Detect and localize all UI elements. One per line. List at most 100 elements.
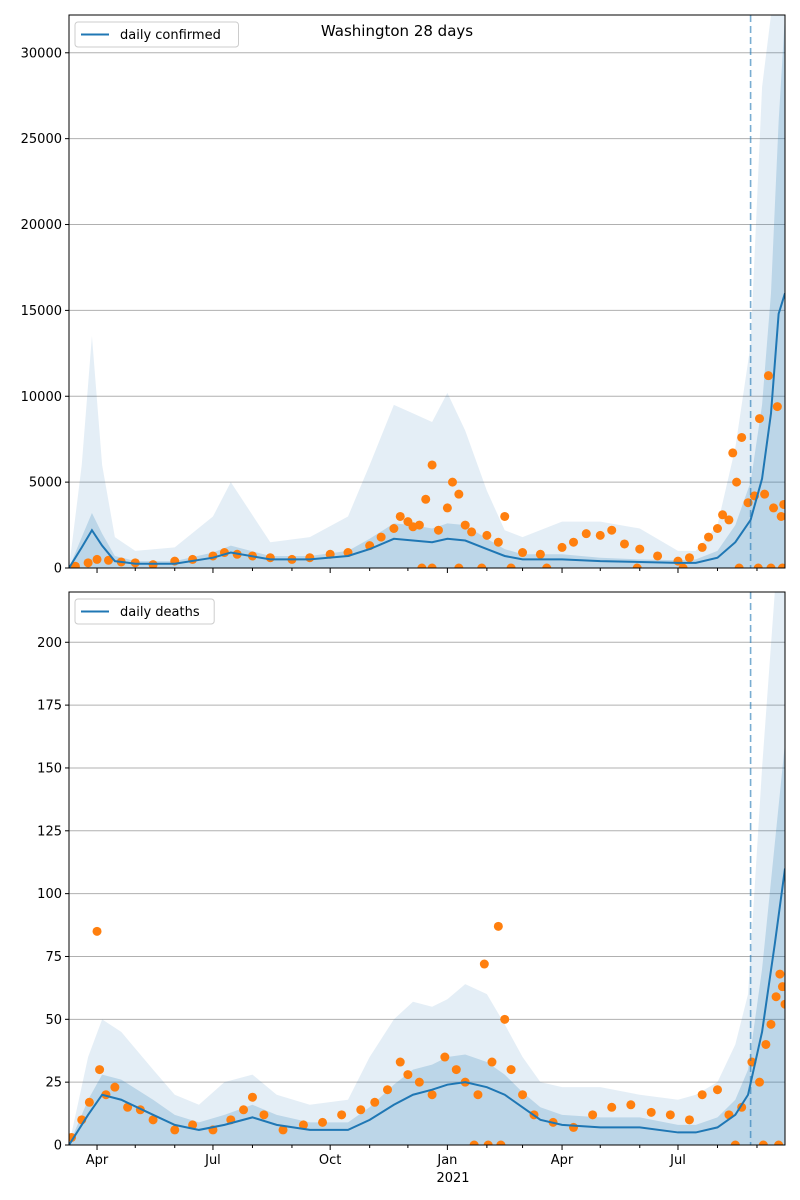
observed-point xyxy=(518,548,528,558)
y-tick-label: 15000 xyxy=(21,304,62,319)
observed-point xyxy=(535,549,545,559)
x-tick-label: Oct xyxy=(319,1153,341,1168)
observed-point xyxy=(477,563,487,568)
plot-area xyxy=(69,592,785,1145)
observed-point xyxy=(440,1052,450,1062)
legend: daily confirmed xyxy=(74,21,239,48)
observed-point xyxy=(265,553,275,563)
observed-point xyxy=(772,402,782,412)
plot-frame xyxy=(68,591,786,1146)
observed-point xyxy=(761,1039,771,1049)
observed-point xyxy=(755,1077,765,1087)
observed-point xyxy=(766,1019,776,1029)
observed-point xyxy=(454,489,464,499)
observed-point xyxy=(70,561,80,568)
observed-point xyxy=(779,499,785,509)
observed-point xyxy=(421,494,431,504)
observed-point xyxy=(447,477,457,487)
observed-point xyxy=(389,524,399,533)
observed-point xyxy=(95,1065,105,1075)
observed-point xyxy=(632,563,642,568)
x-tick-label: Jul xyxy=(204,1153,221,1168)
observed-point xyxy=(305,553,315,563)
observed-point xyxy=(318,1117,328,1127)
observed-point xyxy=(619,539,629,549)
observed-point xyxy=(595,530,605,540)
observed-point xyxy=(506,1065,516,1075)
observed-point xyxy=(84,1097,94,1107)
observed-point xyxy=(103,555,113,565)
observed-point xyxy=(467,527,477,537)
observed-point xyxy=(383,1085,393,1095)
observed-point xyxy=(712,524,722,533)
observed-point xyxy=(542,563,552,568)
observed-point xyxy=(766,563,776,568)
observed-point xyxy=(356,1105,366,1115)
observed-point xyxy=(755,414,765,424)
model-line xyxy=(69,868,785,1145)
observed-point xyxy=(763,371,773,381)
y-tick-label: 175 xyxy=(37,699,62,714)
y-tick-label: 25 xyxy=(45,1076,62,1091)
observed-point xyxy=(635,544,645,554)
observed-point xyxy=(493,537,503,547)
observed-point xyxy=(588,1110,598,1120)
observed-point xyxy=(626,1100,636,1110)
observed-point xyxy=(569,537,579,547)
y-tick-label: 30000 xyxy=(21,46,62,61)
observed-point xyxy=(170,1125,180,1135)
observed-point xyxy=(473,1090,483,1100)
legend-label: daily confirmed xyxy=(120,28,221,43)
observed-point xyxy=(483,1140,493,1145)
observed-point xyxy=(684,553,694,563)
chart-title: Washington 28 days xyxy=(321,22,473,40)
observed-point xyxy=(482,530,492,540)
observed-point xyxy=(776,511,785,521)
observed-point xyxy=(278,1125,288,1135)
x-tick-label: Apr xyxy=(551,1153,574,1168)
observed-point xyxy=(774,1140,784,1145)
observed-point xyxy=(123,1102,133,1112)
y-tick-label: 0 xyxy=(54,1139,62,1154)
y-tick-label: 100 xyxy=(37,887,62,902)
observed-point xyxy=(760,489,770,499)
observed-point xyxy=(460,520,470,530)
observed-point xyxy=(259,1110,269,1120)
observed-point xyxy=(433,525,443,535)
x-tick-label: Jan xyxy=(436,1153,457,1168)
y-tick-label: 5000 xyxy=(29,476,62,491)
y-tick-label: 150 xyxy=(37,761,62,776)
observed-point xyxy=(83,558,93,568)
confirmed-panel: 0 5000 10000 15000 20000 25000 30000 daily conf… xyxy=(21,14,786,577)
observed-point xyxy=(454,563,464,568)
observed-point xyxy=(451,1065,461,1075)
observed-point xyxy=(487,1057,497,1067)
plot-frame xyxy=(68,14,786,569)
observed-point xyxy=(500,1014,510,1024)
legend: daily deaths xyxy=(74,598,215,625)
observed-point xyxy=(403,1070,413,1080)
observed-point xyxy=(780,999,785,1009)
x-tick-label: Jul xyxy=(669,1153,686,1168)
x-axis-year-label: 2021 xyxy=(436,1171,469,1186)
observed-point xyxy=(712,1085,722,1095)
model-line xyxy=(69,292,785,568)
observed-point xyxy=(557,542,567,552)
observed-point xyxy=(395,1057,405,1067)
observed-point xyxy=(479,959,489,969)
observed-point xyxy=(704,532,714,542)
plot-area xyxy=(69,15,785,568)
observed-point xyxy=(298,1120,308,1130)
observed-point xyxy=(678,563,688,568)
observed-point xyxy=(110,1082,120,1092)
observed-point xyxy=(442,503,452,513)
observed-point xyxy=(376,532,386,542)
observed-point xyxy=(697,542,707,552)
observed-point xyxy=(724,515,734,525)
observed-point xyxy=(370,1097,380,1107)
observed-point xyxy=(665,1110,675,1120)
legend-box xyxy=(74,21,239,48)
y-tick-label: 25000 xyxy=(21,132,62,147)
observed-point xyxy=(496,1140,506,1145)
